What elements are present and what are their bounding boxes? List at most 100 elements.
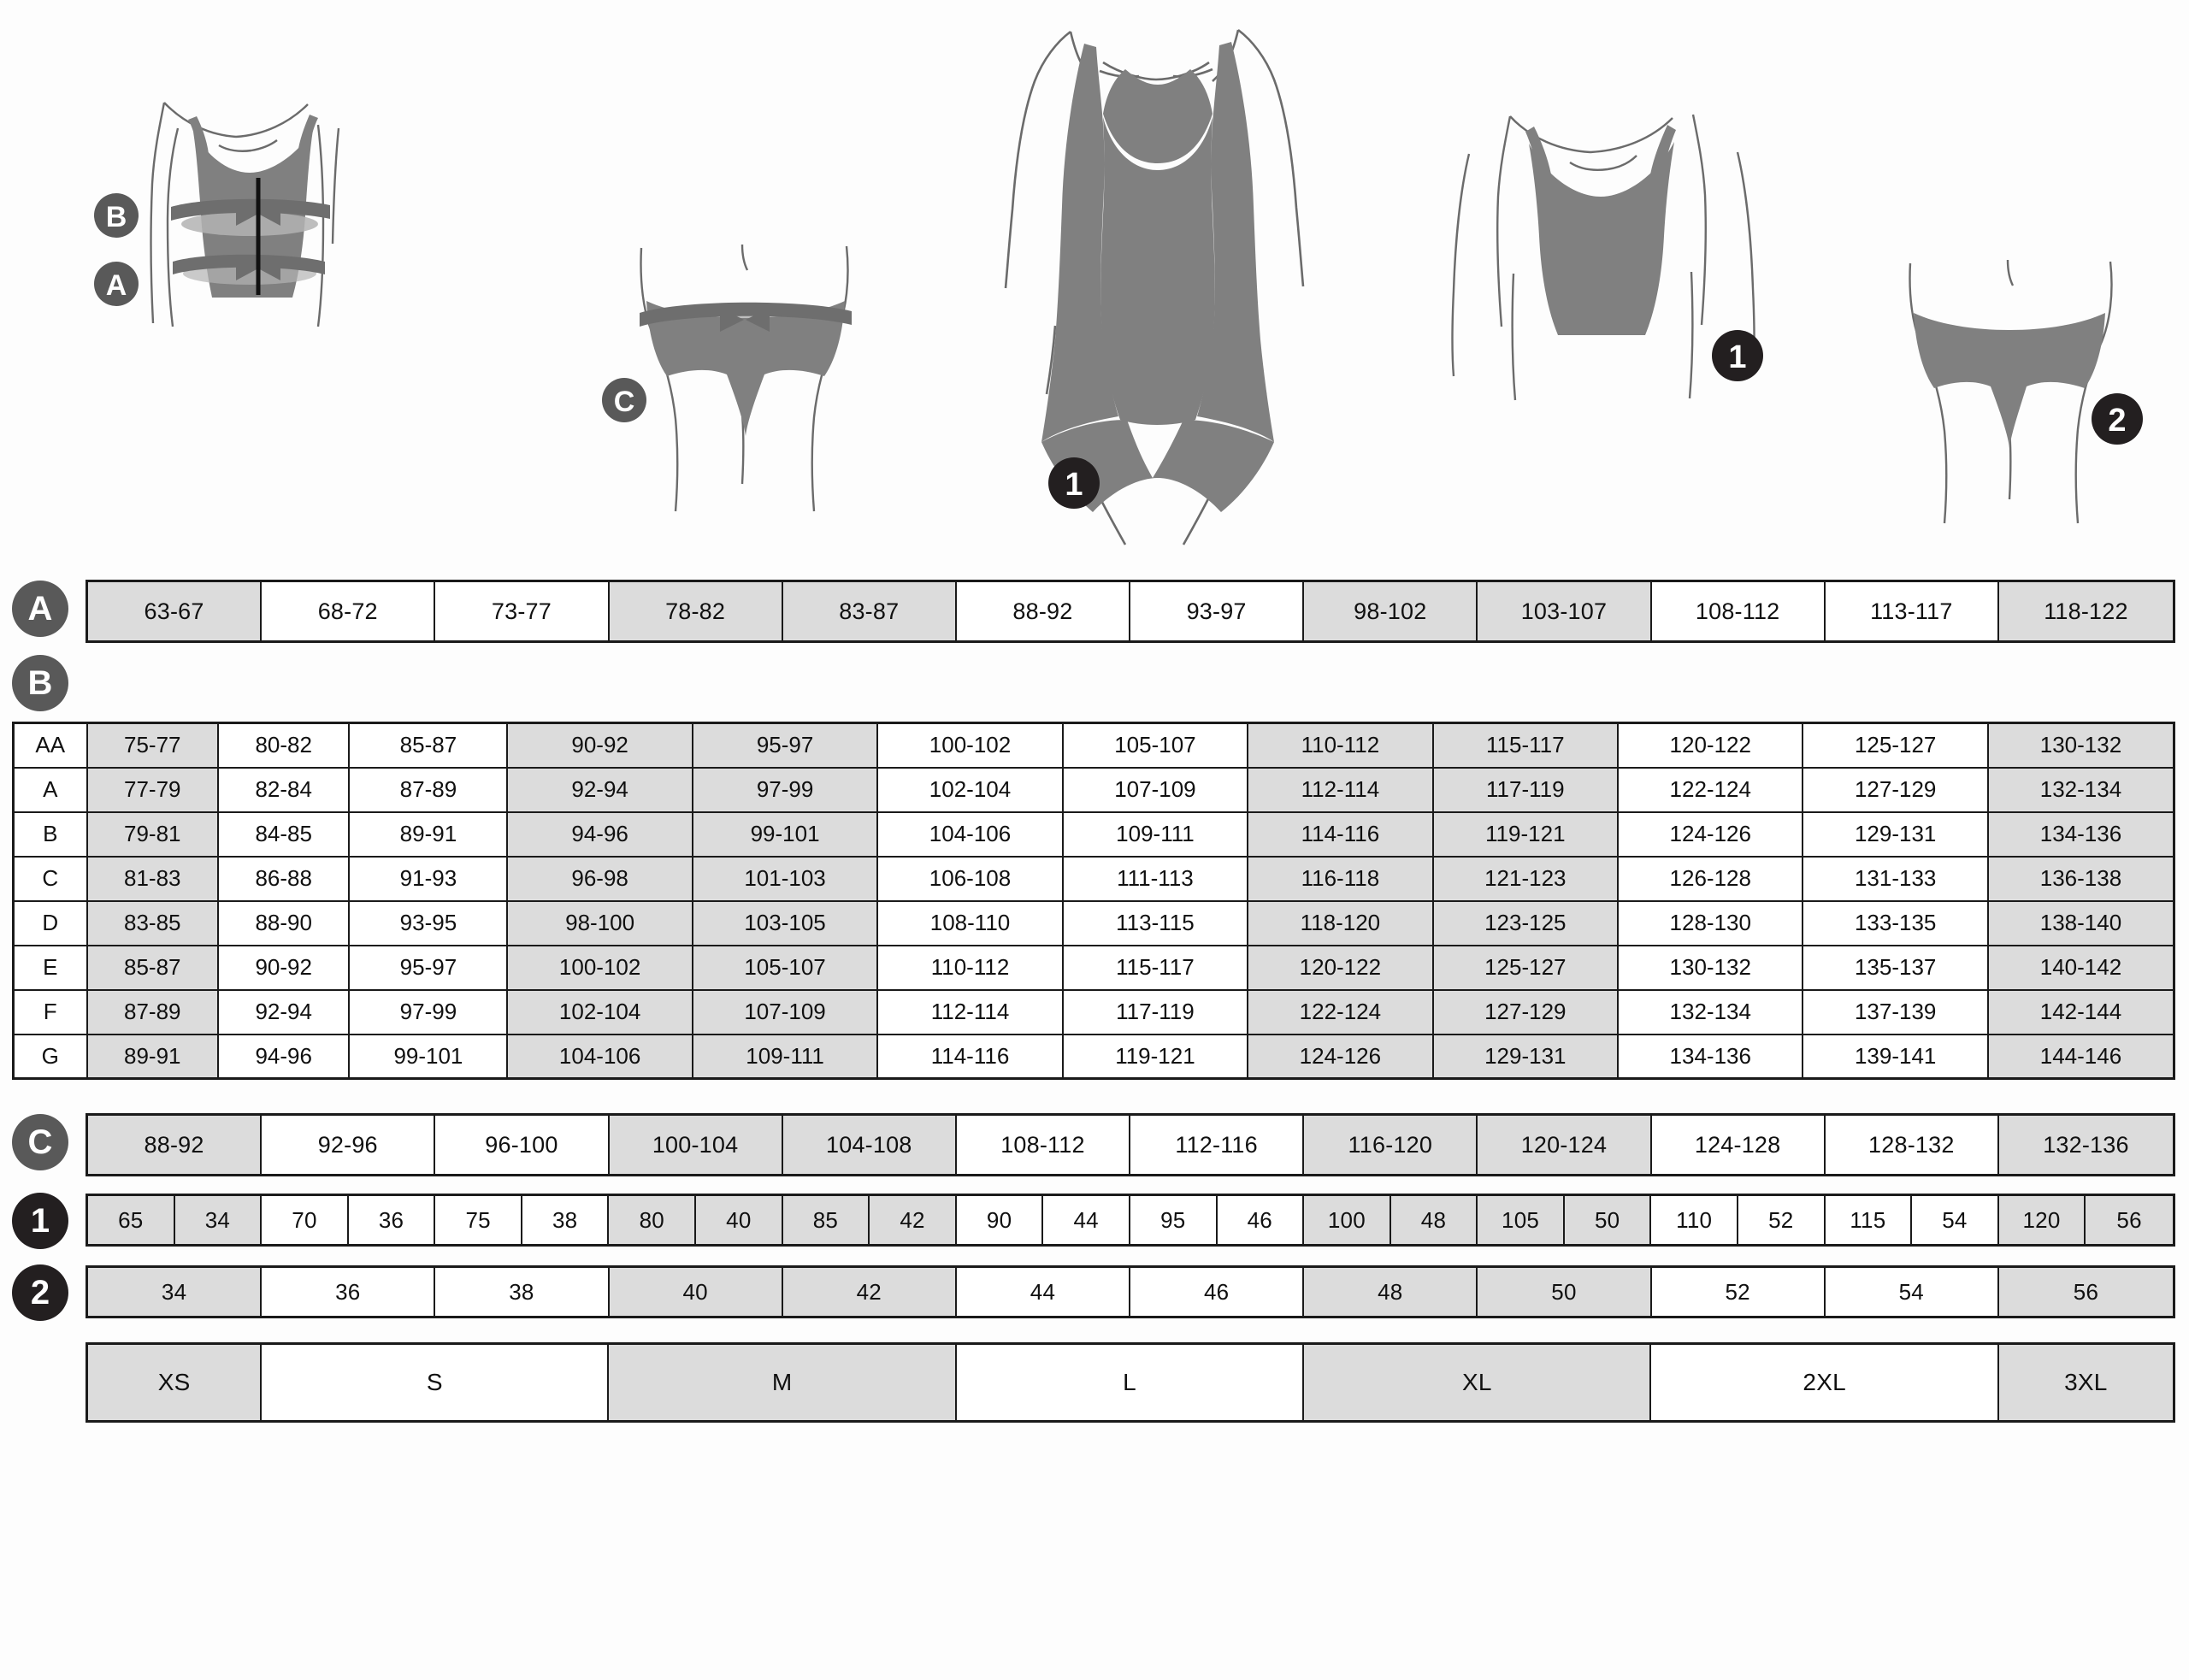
bust-cell: 107-109	[1061, 766, 1249, 813]
bust-cell: 135-137	[1802, 944, 1989, 991]
bra-size-cell: 38	[522, 1196, 610, 1244]
bust-cell: 90-92	[506, 722, 693, 769]
row-b-label: B	[0, 655, 2189, 722]
underbust-cell: 83-87	[782, 582, 957, 640]
underbust-cell: 93-97	[1130, 582, 1305, 640]
letter-size-cell: L	[956, 1345, 1305, 1420]
bust-cell: 117-119	[1431, 766, 1620, 813]
bust-cell: 122-124	[1247, 988, 1434, 1035]
bust-cell: 108-110	[876, 899, 1064, 946]
bust-cell: 89-91	[348, 811, 509, 858]
cup-label: B	[12, 811, 88, 858]
bust-cell: 131-133	[1802, 855, 1989, 902]
bust-cell: 114-116	[876, 1033, 1064, 1080]
bust-cell: 120-122	[1617, 722, 1804, 769]
svg-text:A: A	[106, 269, 127, 302]
cup-label: AA	[12, 722, 88, 769]
bust-cell: 125-127	[1431, 944, 1620, 991]
bust-cell: 99-101	[348, 1033, 509, 1080]
bust-cell: 92-94	[506, 766, 693, 813]
bra-size-cell: 105	[1478, 1196, 1565, 1244]
bust-cell: 111-113	[1061, 855, 1249, 902]
bust-cell: 102-104	[876, 766, 1064, 813]
bust-cell: 109-111	[1061, 811, 1249, 858]
bust-cell: 91-93	[348, 855, 509, 902]
bust-cell: 132-134	[1617, 988, 1804, 1035]
figure-marker-1: 1	[1712, 330, 1763, 381]
letter-size-cell: XL	[1304, 1345, 1652, 1420]
bust-cell: 93-95	[348, 899, 509, 946]
bust-cell: 86-88	[216, 855, 351, 902]
bust-cell: 123-125	[1431, 899, 1620, 946]
bra-size-cell: 54	[1912, 1196, 1999, 1244]
bra-size-cell: 65	[88, 1196, 175, 1244]
bust-cell: 116-118	[1247, 855, 1434, 902]
bust-cell: 128-130	[1617, 899, 1804, 946]
bust-cell: 124-126	[1617, 811, 1804, 858]
bottom-size-grid: 34 36 38 40 42 44 46 48 50 52 54 56	[86, 1265, 2175, 1318]
bra-size-cell: 48	[1390, 1196, 1478, 1244]
bust-cell: 97-99	[691, 766, 879, 813]
letter-size-cell: 2XL	[1651, 1345, 1999, 1420]
bottom-size-cell: 56	[1998, 1268, 2174, 1316]
hip-cell: 112-116	[1130, 1116, 1305, 1174]
table-row: F 87-89 92-94 97-99 102-104 107-109 112-114 117…	[12, 988, 2175, 1035]
cup-label: G	[12, 1033, 88, 1080]
letter-size-cell: XS	[88, 1345, 263, 1420]
badge-a: A	[12, 581, 68, 637]
bust-cell: 99-101	[691, 811, 879, 858]
bust-cell: 79-81	[86, 811, 219, 858]
bust-cell: 127-129	[1802, 766, 1989, 813]
cup-label: A	[12, 766, 88, 813]
bust-cell: 112-114	[1247, 766, 1434, 813]
row-2-bottom-sizes: 2 34 36 38 40 42 44 46 48 50 52 54 56	[0, 1260, 2189, 1334]
underbust-cell: 88-92	[956, 582, 1131, 640]
bust-cell: 104-106	[506, 1033, 693, 1080]
bust-cell: 118-120	[1247, 899, 1434, 946]
bra-size-cell: 75	[435, 1196, 522, 1244]
table-row: E 85-87 90-92 95-97 100-102 105-107 110-112 115…	[12, 944, 2175, 991]
bust-cell: 104-106	[876, 811, 1064, 858]
row-letter-sizes: XS S M L XL 2XL 3XL	[0, 1334, 2189, 1436]
bust-cell: 81-83	[86, 855, 219, 902]
bust-cell: 134-136	[1986, 811, 2175, 858]
bra-size-cell: 36	[348, 1196, 436, 1244]
bust-cell: 130-132	[1617, 944, 1804, 991]
bust-cell: 129-131	[1431, 1033, 1620, 1080]
bust-cell: 133-135	[1802, 899, 1989, 946]
bust-cell: 92-94	[216, 988, 351, 1035]
bust-cell: 126-128	[1617, 855, 1804, 902]
svg-text:1: 1	[1728, 339, 1746, 375]
bust-cell: 102-104	[506, 988, 693, 1035]
svg-text:C: C	[614, 386, 635, 418]
row-1-bra-sizes: 1 65 34 70 36 75 38 80 40 85 42 90 44 95 46 100 48 105 50…	[0, 1188, 2189, 1260]
bust-cell: 101-103	[691, 855, 879, 902]
hip-cell: 124-128	[1651, 1116, 1826, 1174]
bust-cell: 119-121	[1061, 1033, 1249, 1080]
bra-size-cell: 100	[1304, 1196, 1391, 1244]
bottom-size-cell: 42	[782, 1268, 957, 1316]
table-row: G 89-91 94-96 99-101 104-106 109-111 114-116 11…	[12, 1033, 2175, 1080]
letter-size-cell: S	[262, 1345, 610, 1420]
bust-cell: 110-112	[876, 944, 1064, 991]
bottom-size-cell: 38	[435, 1268, 610, 1316]
bust-cell: 105-107	[1061, 722, 1249, 769]
bust-cell: 87-89	[86, 988, 219, 1035]
underbust-cell: 113-117	[1825, 582, 1999, 640]
letter-size-cell: 3XL	[1998, 1345, 2173, 1420]
bra-size-cell: 70	[262, 1196, 349, 1244]
underbust-cell: 78-82	[609, 582, 783, 640]
illustration-band: B A	[0, 0, 2189, 573]
bottom-size-cell: 44	[956, 1268, 1131, 1316]
bust-cell: 142-144	[1986, 988, 2175, 1035]
bra-top-figure: 1	[1419, 103, 1779, 530]
bust-cell: 129-131	[1802, 811, 1989, 858]
bust-cell: 109-111	[691, 1033, 879, 1080]
table-row: D 83-85 88-90 93-95 98-100 103-105 108-110 113-…	[12, 899, 2175, 946]
bra-size-cell: 52	[1738, 1196, 1826, 1244]
underbust-cell: 118-122	[1998, 582, 2174, 640]
bra-size-cell: 44	[1043, 1196, 1130, 1244]
bikini-bottom-figure: 2	[1864, 256, 2155, 530]
bust-cell: 115-117	[1061, 944, 1249, 991]
hip-cell: 104-108	[782, 1116, 957, 1174]
